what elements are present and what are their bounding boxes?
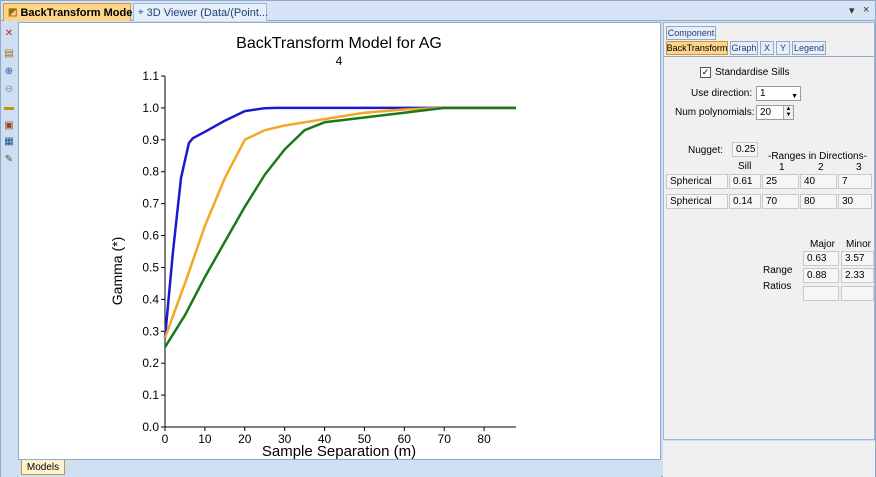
use-direction-label: Use direction: <box>691 88 753 99</box>
y-tick-label: 0.1 <box>142 388 159 402</box>
model-icon: ◩ <box>8 7 18 18</box>
structure-1-type: Spherical <box>666 174 728 189</box>
minor-header: Minor <box>846 239 872 250</box>
window-menu-icon[interactable]: ▾ <box>849 5 855 17</box>
x-tick-label: 10 <box>198 432 212 446</box>
backtransform-settings: ✓ Standardise Sills Use direction: 1 ▼ N… <box>664 56 874 439</box>
axes: 0.0 0.1 0.2 0.3 0.4 0.5 0.6 0.7 0.8 0.9 1.0 1.1 0 10 2… <box>142 69 516 446</box>
y-tick-label: 0.4 <box>142 292 159 306</box>
x-tick-label: 50 <box>358 432 372 446</box>
direction-2-header: 2 <box>818 162 824 173</box>
standardise-sills-checkbox[interactable]: ✓ <box>700 67 711 78</box>
y-tick-label: 1.0 <box>142 101 159 115</box>
x-axis-label: Sample Separation (m) <box>262 443 416 459</box>
x-tick-label: 30 <box>278 432 292 446</box>
y-tick-label: 0.6 <box>142 229 159 243</box>
left-toolbar: ✕ ▤ ⊕ ⊖ ▬ ▣ ▦ ✎ <box>1 22 17 477</box>
structure-2-range-3[interactable]: 30 <box>838 194 872 209</box>
x-tick-label: 60 <box>398 432 412 446</box>
panel-footer <box>663 441 875 477</box>
x-tick-label: 80 <box>477 432 491 446</box>
tab-backtransform[interactable]: BackTransform <box>666 41 728 55</box>
viewer-3d-icon: ⌖ <box>138 7 144 18</box>
sill-header: Sill <box>738 161 752 172</box>
use-direction-select[interactable]: 1 ▼ <box>756 86 801 101</box>
ratio-3-major <box>803 286 839 301</box>
tab-component[interactable]: Component <box>666 26 716 40</box>
close-icon[interactable]: ✕ <box>4 28 14 39</box>
structure-2-range-2[interactable]: 80 <box>800 194 837 209</box>
tab-y[interactable]: Y <box>776 41 790 55</box>
variogram-chart: BackTransform Model for AG 4 Gamma (*) S… <box>109 35 516 460</box>
nugget-label: Nugget: <box>688 145 724 156</box>
chart-settings-icon[interactable]: ✎ <box>4 154 14 165</box>
num-polynomials-stepper[interactable]: 20 ▲ ▼ <box>756 105 794 120</box>
structure-1-range-1[interactable]: 25 <box>762 174 799 189</box>
direction-1-header: 1 <box>779 162 785 173</box>
y-tick-label: 1.1 <box>142 69 159 83</box>
tab-x[interactable]: X <box>760 41 774 55</box>
ratio-3-minor <box>841 286 874 301</box>
bottom-tab-strip <box>18 460 661 477</box>
y-axis-label: Gamma (*) <box>109 237 125 305</box>
range-ratios-label-2: Ratios <box>763 281 792 292</box>
ratio-2-minor: 2.33 <box>841 268 874 283</box>
tab-models[interactable]: Models <box>21 460 65 475</box>
stepper-arrows-icon[interactable]: ▲ ▼ <box>783 106 793 119</box>
tab-backtransform-model[interactable]: ◩ BackTransform Model <box>3 3 135 21</box>
new-icon[interactable]: ▤ <box>4 48 14 59</box>
nugget-field[interactable]: 0.25 <box>732 142 758 157</box>
ranges-header: -Ranges in Directions- <box>768 151 867 162</box>
properties-panel: Component BackTransform Graph X Y Legend… <box>663 22 875 440</box>
x-tick-label: 70 <box>438 432 452 446</box>
tab-3d-viewer[interactable]: ⌖ 3D Viewer (Data/(Point... <box>133 3 269 21</box>
structure-2-type: Spherical <box>666 194 728 209</box>
num-polynomials-label: Num polynomials: <box>675 107 755 118</box>
tab-graph[interactable]: Graph <box>730 41 758 55</box>
num-polynomials-value: 20 <box>760 107 772 118</box>
range-ratios-label: Range <box>763 265 793 276</box>
tab-label: BackTransform Model <box>20 6 136 19</box>
x-tick-label: 40 <box>318 432 332 446</box>
y-tick-label: 0.5 <box>142 260 159 274</box>
chart-area: BackTransform Model for AG 4 Gamma (*) S… <box>18 22 661 460</box>
chart-title: BackTransform Model for AG <box>236 35 442 52</box>
use-direction-value: 1 <box>760 88 766 99</box>
y-tick-label: 0.7 <box>142 197 159 211</box>
direction-3-header: 3 <box>856 162 862 173</box>
y-tick-label: 0.9 <box>142 133 159 147</box>
series-line-1 <box>163 106 516 338</box>
x-tick-label: 0 <box>162 432 169 446</box>
structure-1-range-2[interactable]: 40 <box>800 174 837 189</box>
structure-2-sill[interactable]: 0.14 <box>729 194 761 209</box>
chart-subtitle: 4 <box>336 54 343 68</box>
tab-label: 3D Viewer (Data/(Point... <box>146 6 269 19</box>
y-tick-label: 0.0 <box>142 420 159 434</box>
grid-icon[interactable]: ▦ <box>4 136 14 147</box>
y-tick-label: 0.3 <box>142 324 159 338</box>
ratio-2-major: 0.88 <box>803 268 839 283</box>
layers-icon[interactable]: ▣ <box>4 120 14 131</box>
tab-legend[interactable]: Legend <box>792 41 826 55</box>
close-icon[interactable]: × <box>863 4 870 16</box>
standardise-sills-label: Standardise Sills <box>715 67 790 78</box>
major-header: Major <box>810 239 836 250</box>
y-tick-label: 0.8 <box>142 165 159 179</box>
zoom-in-icon[interactable]: ⊕ <box>4 66 14 77</box>
y-tick-label: 0.2 <box>142 356 159 370</box>
zoom-out-icon[interactable]: ⊖ <box>4 84 14 95</box>
structure-2-range-1[interactable]: 70 <box>762 194 799 209</box>
folder-icon[interactable]: ▬ <box>4 102 14 113</box>
series-line-3 <box>163 106 516 348</box>
x-tick-label: 20 <box>238 432 252 446</box>
structure-1-sill[interactable]: 0.61 <box>729 174 761 189</box>
chevron-down-icon: ▼ <box>791 93 798 100</box>
ratio-1-minor: 3.57 <box>841 251 874 266</box>
structure-1-range-3[interactable]: 7 <box>838 174 872 189</box>
ratio-1-major: 0.63 <box>803 251 839 266</box>
series-lines <box>163 106 516 348</box>
document-tab-bar: ◩ BackTransform Model ⌖ 3D Viewer (Data/… <box>1 1 875 21</box>
series-line-2 <box>163 106 516 339</box>
